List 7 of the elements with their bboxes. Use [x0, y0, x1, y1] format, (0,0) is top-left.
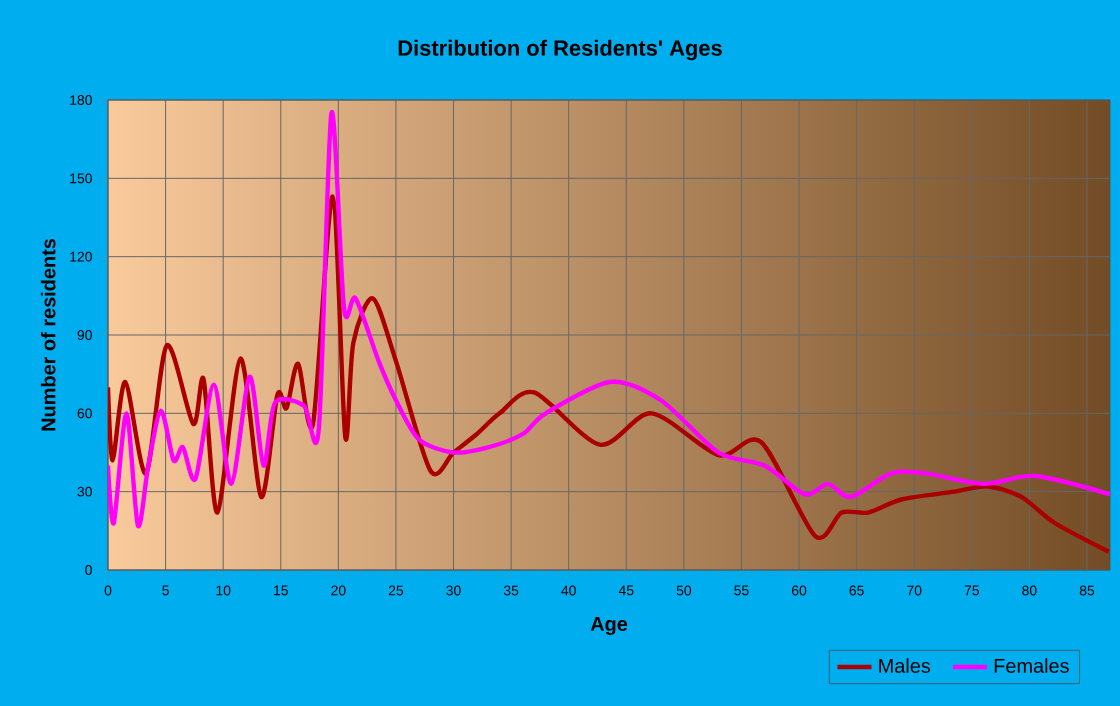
line-series — [108, 110, 1111, 528]
legend-label: Males — [879, 658, 931, 673]
y-axis-title: Number of residents — [40, 238, 56, 431]
legend-label: Females — [994, 658, 1069, 673]
chart-title: Distribution of Residents' Ages — [398, 39, 722, 61]
line-series — [108, 194, 1111, 554]
x-axis-title: Age — [590, 617, 628, 636]
